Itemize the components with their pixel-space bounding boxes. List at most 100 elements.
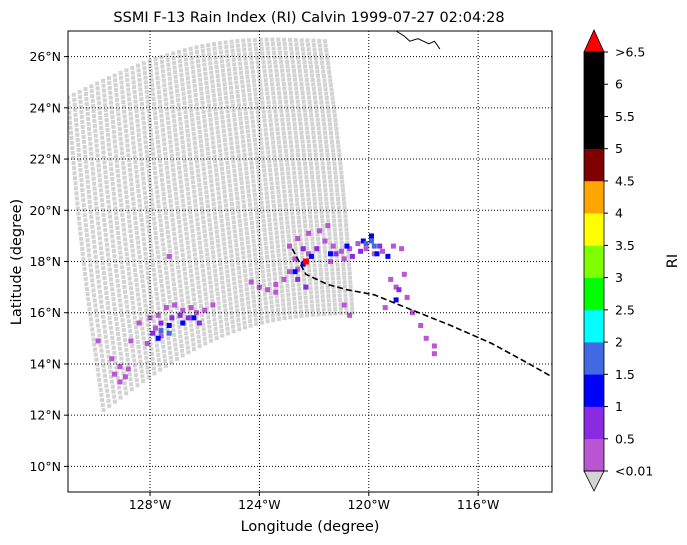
swath-pixel — [295, 202, 300, 207]
swath-pixel — [280, 293, 285, 298]
swath-pixel — [314, 219, 319, 224]
swath-pixel — [303, 170, 308, 175]
swath-pixel — [241, 199, 246, 204]
swath-pixel — [242, 316, 246, 321]
swath-pixel — [250, 69, 255, 74]
rain-pixel — [385, 253, 391, 259]
swath-pixel — [332, 302, 337, 307]
swath-pixel — [191, 287, 195, 292]
swath-pixel — [213, 55, 218, 60]
swath-pixel — [290, 211, 295, 216]
swath-pixel — [246, 134, 251, 138]
swath-pixel — [335, 267, 340, 272]
swath-pixel — [211, 88, 216, 93]
swath-pixel — [296, 60, 301, 65]
swath-pixel — [272, 208, 277, 213]
swath-pixel — [325, 214, 330, 219]
rain-pixel — [177, 312, 183, 318]
swath-pixel — [191, 69, 196, 74]
swath-pixel — [239, 70, 244, 75]
swath-pixel — [124, 347, 129, 352]
swath-pixel — [208, 334, 213, 338]
swath-pixel — [134, 373, 139, 378]
swath-pixel — [181, 145, 186, 149]
swath-pixel — [190, 175, 195, 180]
swath-pixel — [289, 206, 294, 211]
swath-pixel — [245, 125, 250, 129]
swath-pixel — [182, 96, 186, 101]
swath-pixel — [269, 122, 273, 127]
swath-pixel — [132, 90, 137, 94]
rain-pixel — [287, 243, 292, 249]
swath-pixel — [153, 111, 158, 116]
swath-pixel — [116, 235, 121, 240]
swath-pixel — [297, 113, 302, 118]
swath-pixel — [114, 88, 119, 93]
swath-pixel — [119, 208, 124, 213]
swath-pixel — [249, 56, 254, 61]
swath-pixel — [284, 207, 289, 212]
swath-pixel — [114, 273, 119, 278]
swath-pixel — [129, 387, 134, 392]
swath-pixel — [141, 232, 146, 237]
swath-pixel — [135, 235, 140, 240]
swath-pixel — [84, 102, 89, 106]
swath-pixel — [195, 164, 200, 169]
swath-pixel — [87, 126, 91, 131]
swath-pixel — [342, 280, 347, 285]
swath-pixel — [332, 166, 337, 171]
swath-pixel — [101, 314, 106, 319]
swath-pixel — [240, 190, 245, 195]
swath-pixel — [177, 170, 182, 175]
swath-pixel — [286, 175, 291, 180]
swath-pixel — [333, 311, 338, 316]
swath-pixel — [234, 187, 239, 191]
swath-pixel — [100, 203, 105, 208]
swath-pixel — [168, 194, 172, 199]
swath-pixel — [139, 162, 144, 167]
swath-pixel — [301, 144, 306, 149]
rain-pixel — [128, 338, 134, 344]
swath-pixel — [239, 121, 243, 126]
swath-pixel — [293, 77, 298, 82]
swath-pixel — [128, 172, 133, 177]
swath-pixel — [287, 77, 292, 82]
swath-pixel — [271, 195, 275, 199]
swath-pixel — [214, 121, 219, 125]
rain-pixel — [188, 305, 194, 311]
swath-pixel — [255, 279, 260, 284]
swath-pixel — [335, 258, 340, 263]
swath-pixel — [120, 151, 125, 156]
chart-title: SSMI F-13 Rain Index (RI) Calvin 1999-07… — [113, 10, 504, 26]
swath-pixel — [209, 179, 214, 184]
swath-pixel — [310, 175, 315, 179]
swath-pixel — [230, 150, 235, 155]
swath-pixel — [156, 306, 161, 311]
swath-pixel — [337, 210, 342, 214]
swath-pixel — [323, 87, 328, 92]
swath-pixel — [189, 161, 193, 166]
swath-pixel — [283, 91, 287, 95]
swath-pixel — [178, 116, 183, 121]
swath-pixel — [209, 289, 214, 294]
swath-pixel — [207, 275, 212, 280]
swath-pixel — [127, 224, 132, 229]
swath-pixel — [338, 161, 343, 166]
swath-pixel — [131, 201, 136, 206]
swath-pixel — [336, 280, 341, 285]
swath-pixel — [296, 211, 301, 215]
swath-pixel — [175, 147, 180, 152]
swath-pixel — [253, 257, 258, 262]
swath-pixel — [222, 303, 227, 308]
swath-pixel — [317, 183, 322, 188]
swath-pixel — [126, 209, 131, 214]
swath-pixel — [101, 271, 106, 276]
rain-pixel — [292, 256, 298, 262]
y-tick-label: 22°N — [29, 152, 61, 167]
swath-pixel — [202, 67, 207, 72]
swath-pixel — [218, 205, 223, 210]
swath-pixel — [216, 186, 221, 191]
swath-pixel — [200, 100, 205, 105]
swath-pixel — [330, 96, 335, 101]
swath-pixel — [207, 52, 212, 57]
